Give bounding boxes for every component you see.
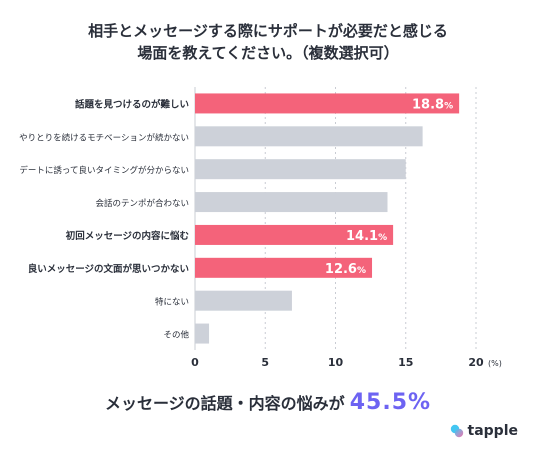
- category-label-0: 話題を見つけるのが難しい: [75, 98, 189, 110]
- bar-2: [195, 159, 406, 180]
- category-label-5: 良いメッセージの文面が思いつかない: [28, 263, 189, 275]
- category-label-1: やりとりを続けるモチベーションが続かない: [19, 132, 189, 143]
- x-tick-label-10: 10: [328, 356, 344, 369]
- summary-lead: メッセージの話題・内容の悩みが: [104, 394, 345, 413]
- bar-3: [195, 192, 388, 213]
- summary-percentage: 45.5%: [349, 390, 432, 415]
- data-label-5: 12.6%: [325, 262, 366, 277]
- data-label-unit-0: %: [444, 101, 453, 111]
- bar-5: [195, 257, 373, 278]
- category-label-3: 会話のテンポが合わない: [95, 198, 189, 209]
- summary-line: メッセージの話題・内容の悩みが 45.5%: [0, 390, 536, 415]
- x-tick-label-15: 15: [398, 356, 413, 369]
- data-label-unit-5: %: [357, 266, 366, 276]
- data-label-unit-4: %: [378, 233, 387, 243]
- tapple-logo: tapple: [450, 423, 518, 439]
- x-tick-label-5: 5: [261, 356, 269, 369]
- tapple-logo-icon: [450, 424, 463, 438]
- data-label-4: 14.1%: [346, 229, 387, 244]
- data-label-0: 18.8%: [412, 97, 453, 112]
- x-tick-label-0: 0: [191, 356, 199, 369]
- chart-title-line-2: 場面を教えてください。（複数選択可）: [137, 44, 399, 62]
- bar-0: [195, 93, 460, 114]
- bar-1: [195, 126, 423, 147]
- category-label-2: デートに誘って良いタイミングが分からない: [19, 165, 189, 176]
- tapple-logo-text: tapple: [467, 423, 518, 439]
- category-label-7: その他: [163, 330, 189, 341]
- chart-title-line-1: 相手とメッセージする際にサポートが必要だと感じる: [88, 22, 448, 40]
- bar-6: [195, 290, 292, 311]
- bar-4: [195, 224, 394, 245]
- x-tick-label-20: 20: [468, 356, 484, 369]
- category-label-4: 初回メッセージの内容に悩む: [66, 230, 190, 242]
- chart-title: 相手とメッセージする際にサポートが必要だと感じる 場面を教えてください。（複数選…: [0, 20, 536, 64]
- category-label-6: 特にない: [155, 297, 189, 308]
- bar-7: [195, 323, 210, 344]
- x-axis-unit: (%): [488, 359, 502, 368]
